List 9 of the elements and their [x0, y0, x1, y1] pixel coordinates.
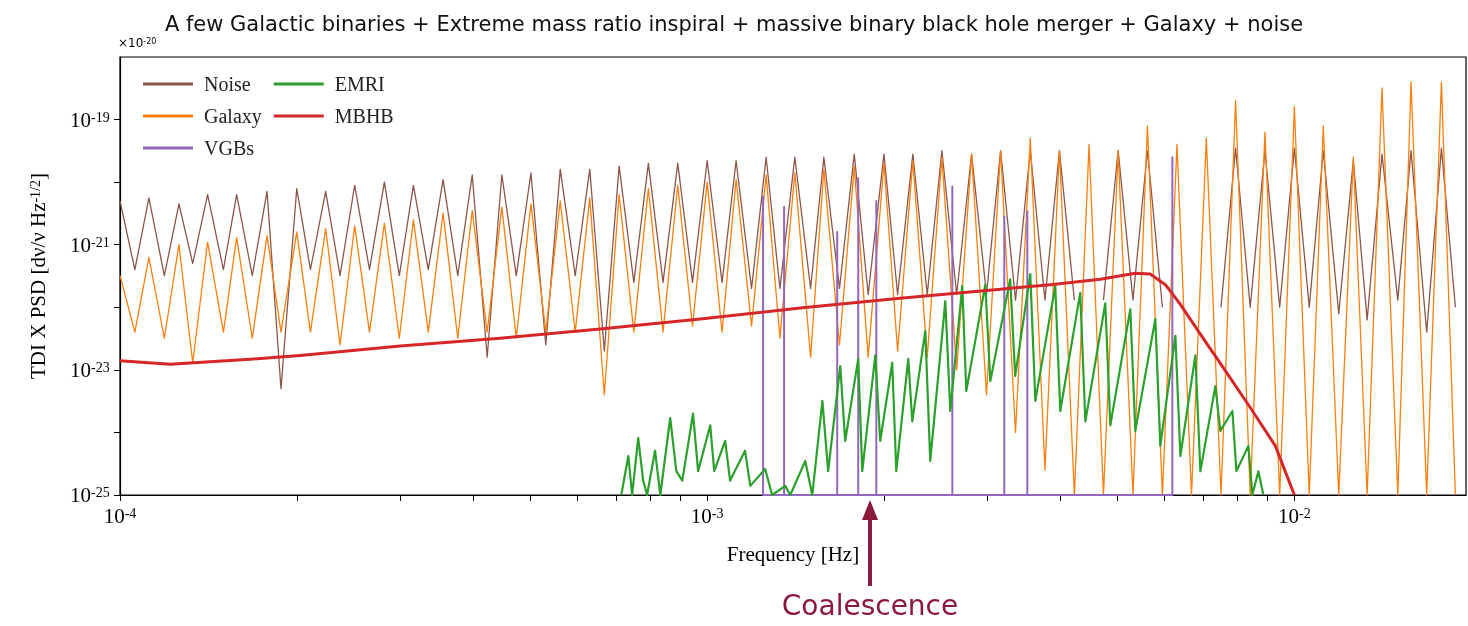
x-axis-title: Frequency [Hz]: [726, 541, 860, 566]
text: Coalescence: [781, 588, 959, 622]
legend-label: Galaxy: [204, 105, 262, 128]
legend-label: MBHB: [334, 105, 394, 127]
legend-label: VGBs: [204, 137, 255, 159]
y-axis-title: TDI X PSD [dν/ν Hz-1/2]: [25, 172, 50, 380]
legend-label: EMRI: [334, 73, 385, 95]
chart-title: A few Galactic binaries + Extreme mass ratio inspiral + massive binary black hole merger + Galaxy + noise: [164, 11, 1304, 36]
legend-label: Noise: [204, 73, 251, 95]
